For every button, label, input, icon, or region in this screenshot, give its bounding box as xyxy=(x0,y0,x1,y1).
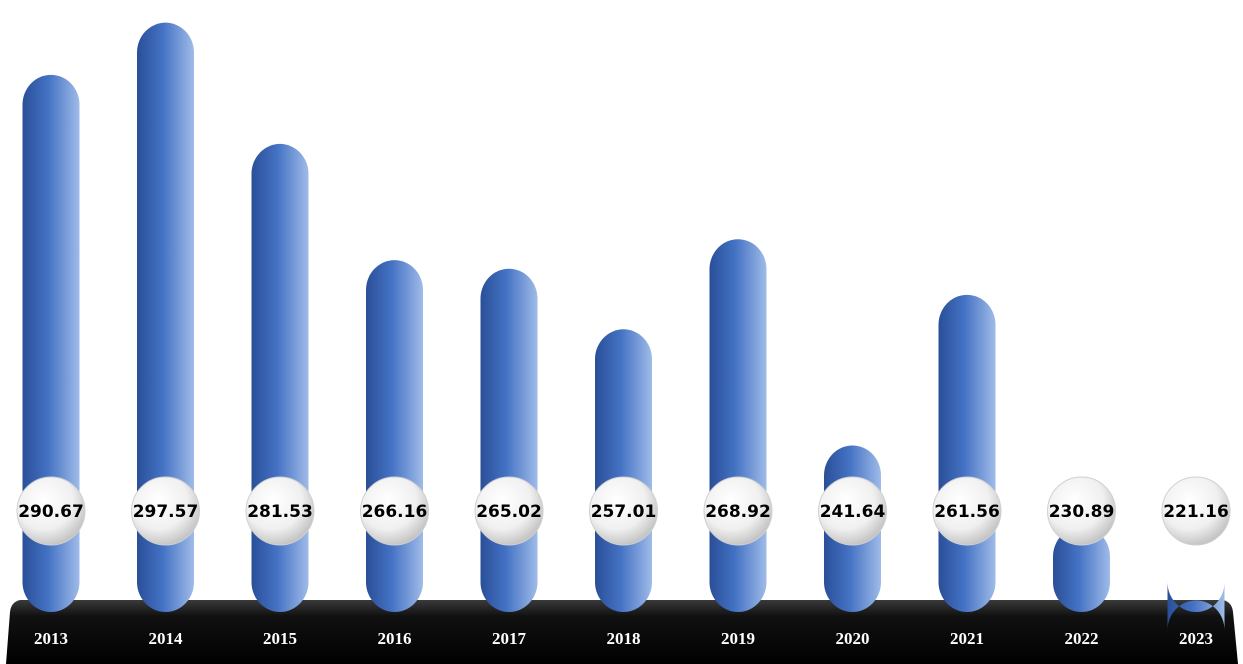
x-tick-label-2015: 2015 xyxy=(263,629,297,648)
value-bubble-2022 xyxy=(1047,476,1116,546)
value-bubble-2019 xyxy=(703,476,773,546)
data-label-2019: 268.92 xyxy=(705,502,771,522)
bar-2017 xyxy=(480,268,538,612)
bar-2016 xyxy=(366,260,423,612)
x-tick-label-2018: 2018 xyxy=(607,629,641,648)
x-tick-label-2020: 2020 xyxy=(836,629,870,648)
bar-2019 xyxy=(709,239,767,612)
bar-2023 xyxy=(1167,582,1225,631)
chart-base-platform xyxy=(6,600,1238,664)
data-label-2021: 261.56 xyxy=(934,502,1000,522)
x-tick-label-2021: 2021 xyxy=(950,629,984,648)
data-label-2016: 266.16 xyxy=(362,502,428,522)
value-bubble-2018 xyxy=(589,476,658,546)
value-bubble-2017 xyxy=(474,476,544,546)
data-label-2020: 241.64 xyxy=(820,502,886,522)
bar-2018 xyxy=(595,329,652,612)
bar-2013 xyxy=(22,74,80,613)
data-label-2013: 290.67 xyxy=(18,502,84,522)
data-label-2014: 297.57 xyxy=(133,502,199,522)
data-label-2022: 230.89 xyxy=(1049,502,1115,522)
value-bubble-2020 xyxy=(818,476,887,546)
x-tick-label-2016: 2016 xyxy=(378,629,412,648)
data-label-2017: 265.02 xyxy=(476,502,542,522)
value-bubble-2015 xyxy=(245,476,315,546)
x-tick-label-2014: 2014 xyxy=(149,629,184,648)
x-tick-label-2022: 2022 xyxy=(1065,629,1099,648)
data-label-2015: 281.53 xyxy=(247,502,313,522)
value-bubble-2014 xyxy=(131,476,200,546)
bar-2014 xyxy=(137,22,194,613)
bar-2021 xyxy=(938,294,996,612)
x-tick-label-2013: 2013 xyxy=(34,629,68,648)
data-label-2023: 221.16 xyxy=(1163,502,1229,522)
x-tick-label-2019: 2019 xyxy=(721,629,755,648)
value-bubble-2023 xyxy=(1161,476,1231,546)
x-tick-label-2017: 2017 xyxy=(492,629,527,648)
value-bubble-2013 xyxy=(16,476,86,546)
value-bubble-2016 xyxy=(360,476,429,546)
value-bubble-2021 xyxy=(932,476,1002,546)
data-label-2018: 257.01 xyxy=(591,502,657,522)
bar-2022 xyxy=(1053,526,1110,612)
x-tick-label-2023: 2023 xyxy=(1179,629,1213,648)
